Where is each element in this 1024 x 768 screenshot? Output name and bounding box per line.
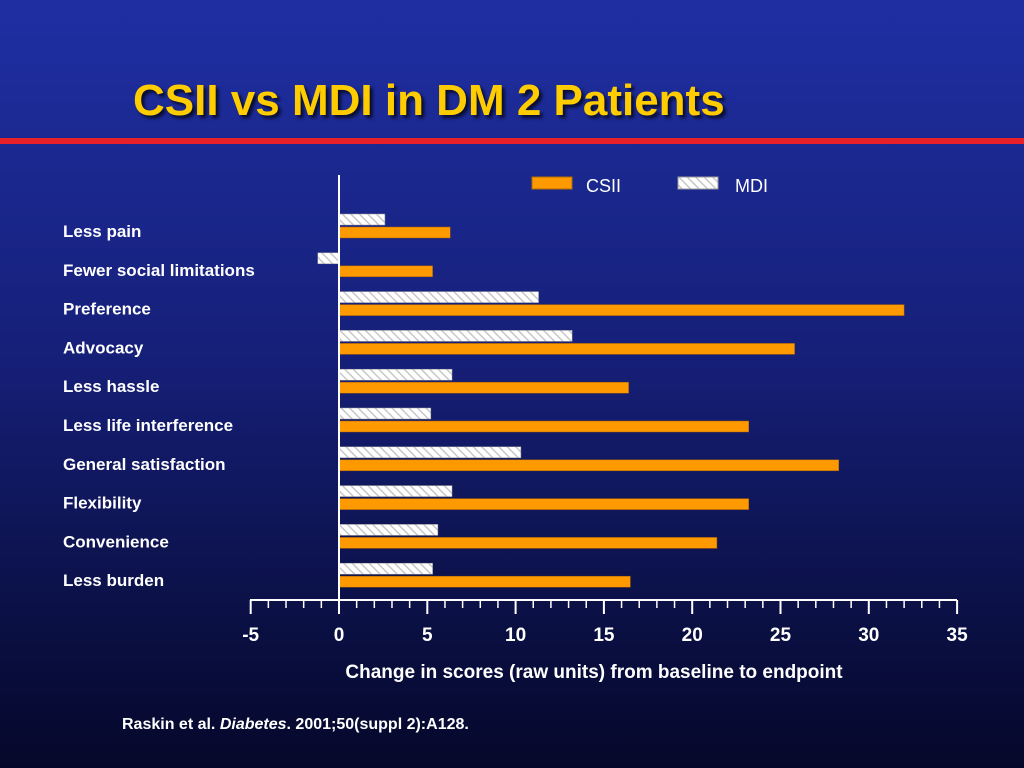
category-label: Advocacy [63,338,144,357]
x-tick-label: -5 [242,625,259,646]
category-label: Preference [63,300,151,319]
legend-label-csii: CSII [586,176,621,196]
bar-mdi [338,368,453,381]
category-label: Convenience [63,532,169,551]
bar-mdi [338,562,433,575]
x-axis-label: Change in scores (raw units) from baseli… [345,662,843,683]
bar-mdi [338,330,573,342]
bar-csii [338,420,749,433]
category-label: Less life interference [63,416,233,435]
x-tick-label: 30 [858,625,879,646]
bar-csii [338,226,451,239]
bar-mdi [338,524,439,536]
citation: Raskin et al. Diabetes. 2001;50(suppl 2)… [122,716,469,734]
x-tick-label: 0 [334,625,345,646]
x-tick-label: 10 [505,625,526,646]
bar-mdi [338,485,453,497]
category-label: Flexibility [63,494,142,513]
slide-title: CSII vs MDI in DM 2 Patients [133,76,725,125]
x-axis-ticks: -5 0 5 10 15 20 25 30 35 [242,600,968,646]
x-tick-label: 25 [770,625,792,646]
bar-mdi [338,291,539,303]
legend-swatch-mdi [677,176,719,190]
bar-csii [338,343,795,355]
x-tick-label: 35 [947,625,969,646]
category-label: Less hassle [63,377,159,396]
bar-csii [338,537,718,549]
category-label: Fewer social limitations [63,261,255,280]
x-tick-label: 20 [682,625,703,646]
bar-csii [338,304,905,316]
bar-csii [338,575,631,588]
legend: CSII MDI [531,176,768,196]
citation-authors: Raskin et al. [122,716,220,733]
category-label: Less burden [63,571,164,590]
legend-swatch-csii [531,176,573,190]
legend-label-mdi: MDI [735,176,768,196]
citation-details: . 2001;50(suppl 2):A128. [286,716,469,733]
title-divider [0,138,1024,144]
bar-csii [338,381,629,394]
bar-csii [338,459,840,472]
category-label: Less pain [63,222,141,241]
bar-mdi [317,252,340,265]
bar-series-group [317,213,905,588]
bar-mdi [338,446,522,459]
category-labels: Less pain Fewer social limitations Prefere… [63,222,255,590]
category-label: General satisfaction [63,455,226,474]
bar-mdi [338,213,386,226]
x-tick-label: 5 [422,625,433,646]
x-tick-label: 15 [593,625,615,646]
bar-mdi [338,407,432,420]
citation-journal: Diabetes [219,716,287,733]
bar-csii [338,265,433,278]
bar-csii [338,498,749,510]
